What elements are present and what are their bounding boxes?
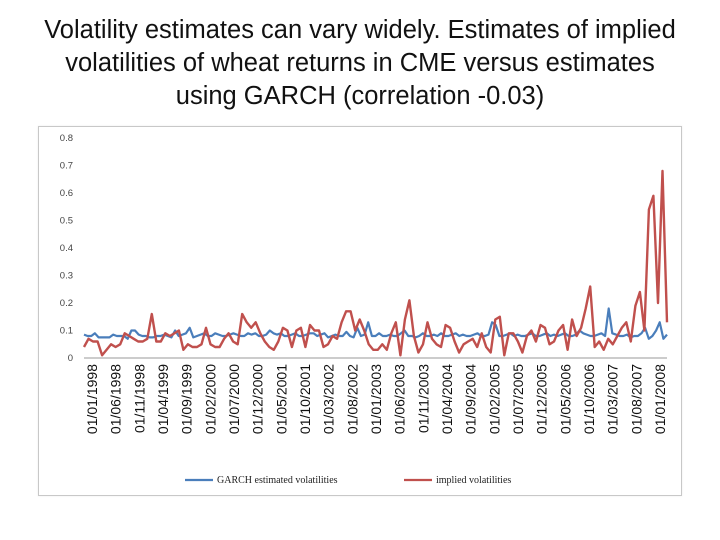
y-tick-label: 0.1	[60, 326, 73, 337]
x-tick-label: 01/02/2000	[202, 364, 218, 434]
slide-title: Volatility estimates can vary widely. Es…	[44, 16, 676, 110]
y-tick-label: 0.3	[60, 271, 73, 282]
y-tick-label: 0.8	[60, 133, 73, 144]
x-tick-label: 01/04/2004	[439, 364, 455, 434]
legend-label: GARCH estimated volatilities	[217, 475, 338, 486]
chart-frame: 0 0.1 0.2 0.3 0.4 0.5 0.6 0.7 0.8 01/01/1998 01/0…	[38, 126, 682, 496]
x-tick-label: 01/08/2002	[344, 364, 360, 434]
y-tick-label: 0.5	[60, 216, 73, 227]
x-tick-label: 01/07/2000	[226, 364, 242, 434]
x-tick-label: 01/03/2002	[321, 364, 337, 434]
series-lines	[82, 169, 669, 357]
y-tick-label: 0.2	[60, 298, 73, 309]
x-tick-label: 01/09/1999	[179, 364, 195, 434]
x-tick-label: 01/07/2005	[510, 364, 526, 434]
x-axis: 01/01/1998 01/06/1998 01/11/1998 01/04/1999…	[84, 357, 668, 434]
x-tick-label: 01/03/2007	[605, 364, 621, 434]
x-tick-label: 01/08/2007	[628, 364, 644, 434]
legend-label: implied volatilities	[436, 475, 511, 486]
legend: GARCH estimated volatilities implied vola…	[185, 475, 511, 486]
series-line-implied	[82, 169, 669, 357]
x-tick-label: 01/06/1998	[108, 364, 124, 434]
x-tick-label: 01/02/2005	[486, 364, 502, 434]
y-tick-label: 0.4	[60, 243, 73, 254]
x-tick-label: 01/10/2001	[297, 364, 313, 434]
x-tick-label: 01/01/2008	[652, 364, 668, 434]
line-chart: 00.10.20.30.40.50.60.70.8 01/01/1998 01/0…	[60, 133, 669, 486]
y-tick-label: 0	[68, 353, 73, 364]
y-tick-label: 0.6	[60, 188, 73, 199]
x-tick-label: 01/05/2001	[273, 364, 289, 434]
x-tick-label: 01/10/2006	[581, 364, 597, 434]
y-tick-label: 0.7	[60, 161, 73, 172]
x-tick-label: 01/01/1998	[84, 364, 100, 434]
x-tick-label: 01/05/2006	[557, 364, 573, 434]
x-tick-label: 01/04/1999	[155, 364, 171, 434]
x-tick-label: 01/12/2005	[534, 364, 550, 434]
x-tick-label: 01/09/2004	[463, 364, 479, 434]
x-tick-label: 01/12/2000	[250, 364, 266, 434]
x-tick-label: 01/06/2003	[392, 364, 408, 434]
x-tick-label: 01/11/2003	[415, 364, 431, 433]
x-tick-label: 01/11/1998	[131, 364, 147, 433]
x-tick-label: 01/01/2003	[368, 364, 384, 434]
y-axis: 0 0.1 0.2 0.3 0.4 0.5 0.6 0.7 0.8	[60, 133, 73, 364]
